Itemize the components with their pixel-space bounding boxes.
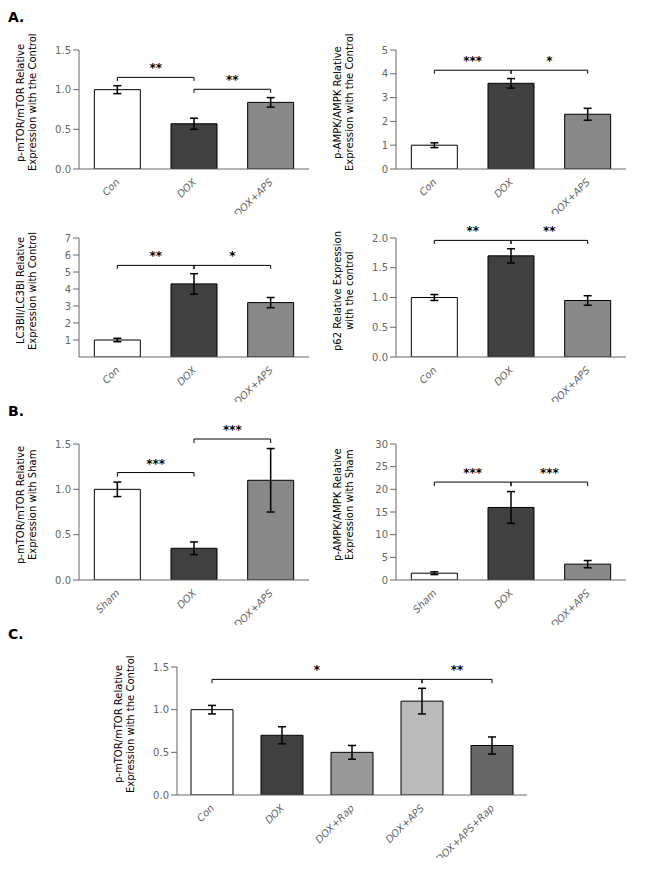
- svg-text:DOX+Rap: DOX+Rap: [313, 802, 356, 845]
- svg-text:1.5: 1.5: [372, 262, 388, 273]
- svg-text:1.5: 1.5: [55, 439, 71, 450]
- svg-text:2.0: 2.0: [372, 233, 388, 244]
- svg-text:Sham: Sham: [410, 587, 438, 615]
- svg-text:DOX: DOX: [491, 363, 515, 387]
- svg-text:DOX: DOX: [174, 175, 198, 199]
- html-text:p-mTOR/mTOR Relative Expressio: p-mTOR/mTOR Relative Expression with the…: [14, 33, 38, 172]
- svg-text:Con: Con: [195, 802, 217, 824]
- svg-text:*: *: [229, 249, 236, 263]
- svg-text:DOX+APS: DOX+APS: [231, 364, 274, 402]
- html-text:p62 Relative Expression with t: p62 Relative Expression with the control: [331, 230, 355, 351]
- svg-text:1.0: 1.0: [55, 484, 71, 495]
- html-text:p-AMPK/AMPK Relative Expressio: p-AMPK/AMPK Relative Expression with the…: [331, 33, 355, 172]
- svg-text:6: 6: [64, 250, 70, 261]
- svg-text:30: 30: [375, 439, 388, 450]
- svg-text:Sham: Sham: [93, 587, 121, 615]
- svg-text:1: 1: [64, 335, 70, 346]
- svg-text:0.0: 0.0: [55, 575, 71, 586]
- svg-text:5: 5: [381, 552, 387, 563]
- svg-text:0: 0: [381, 575, 387, 586]
- svg-text:Con: Con: [417, 176, 439, 198]
- svg-text:3: 3: [381, 92, 387, 103]
- svg-text:**: **: [149, 61, 162, 75]
- svg-text:Con: Con: [100, 364, 122, 386]
- svg-text:***: ***: [463, 54, 483, 68]
- svg-text:Con: Con: [100, 176, 122, 198]
- svg-text:25: 25: [375, 461, 388, 472]
- svg-text:4: 4: [64, 284, 70, 295]
- svg-text:15: 15: [375, 507, 388, 518]
- svg-text:1.0: 1.0: [153, 704, 169, 715]
- svg-text:***: ***: [463, 466, 483, 480]
- svg-text:0.5: 0.5: [153, 747, 169, 758]
- svg-text:0.5: 0.5: [55, 124, 71, 135]
- svg-text:DOX+APS: DOX+APS: [231, 176, 274, 214]
- svg-text:10: 10: [375, 529, 388, 540]
- svg-text:*: *: [546, 54, 553, 68]
- svg-text:DOX: DOX: [491, 586, 515, 610]
- svg-text:0.0: 0.0: [153, 790, 169, 801]
- svg-text:7: 7: [64, 233, 70, 244]
- svg-text:1.5: 1.5: [55, 45, 71, 56]
- html-text:p-mTOR/mTOR Relative Expressio: p-mTOR/mTOR Relative Expression with Sha…: [14, 445, 38, 565]
- svg-text:2: 2: [381, 116, 387, 127]
- svg-text:2: 2: [64, 318, 70, 329]
- svg-text:DOX+APS: DOX+APS: [548, 587, 591, 625]
- svg-text:DOX: DOX: [491, 175, 515, 199]
- svg-text:***: ***: [539, 466, 559, 480]
- svg-text:0.5: 0.5: [55, 529, 71, 540]
- svg-text:1.0: 1.0: [55, 84, 71, 95]
- svg-text:**: **: [226, 73, 239, 87]
- html-text:p-mTOR/mTOR Relative Expressio: p-mTOR/mTOR Relative Expression with the…: [113, 655, 136, 793]
- html-text:p-AMPK/AMPK Relative Expressio: p-AMPK/AMPK Relative Expression with Sha…: [331, 448, 355, 562]
- svg-text:20: 20: [375, 484, 388, 495]
- svg-text:Con: Con: [417, 364, 439, 386]
- svg-text:DOX: DOX: [174, 586, 198, 610]
- svg-text:1.5: 1.5: [153, 662, 169, 673]
- svg-text:0.0: 0.0: [55, 164, 71, 175]
- svg-text:3: 3: [64, 301, 70, 312]
- svg-text:4: 4: [381, 68, 387, 79]
- svg-text:*: *: [314, 663, 321, 677]
- svg-text:DOX+APS: DOX+APS: [383, 802, 426, 845]
- svg-text:DOX: DOX: [174, 363, 198, 387]
- svg-text:***: ***: [146, 457, 166, 471]
- svg-text:5: 5: [64, 267, 70, 278]
- svg-text:0.0: 0.0: [372, 352, 388, 363]
- html-text:A.: A.: [8, 9, 25, 25]
- html-text:B.: B.: [8, 403, 24, 419]
- svg-text:DOX+APS+Rap: DOX+APS+Rap: [434, 802, 497, 858]
- svg-text:DOX+APS: DOX+APS: [548, 364, 591, 402]
- svg-text:1: 1: [381, 140, 387, 151]
- svg-text:DOX+APS: DOX+APS: [231, 587, 274, 625]
- svg-text:**: **: [466, 224, 479, 238]
- svg-text:DOX: DOX: [263, 801, 287, 825]
- svg-text:0: 0: [381, 164, 387, 175]
- svg-text:0.5: 0.5: [372, 322, 388, 333]
- svg-text:***: ***: [222, 423, 242, 437]
- svg-text:5: 5: [381, 45, 387, 56]
- svg-text:**: **: [451, 663, 464, 677]
- svg-text:**: **: [149, 249, 162, 263]
- svg-text:1.0: 1.0: [372, 292, 388, 303]
- html-text:C.: C.: [8, 626, 24, 642]
- svg-text:**: **: [543, 224, 556, 238]
- svg-text:DOX+APS: DOX+APS: [548, 176, 591, 214]
- html-text:LC3BII/LC3BI Relative Expressi: LC3BII/LC3BI Relative Expression with Co…: [14, 231, 38, 350]
